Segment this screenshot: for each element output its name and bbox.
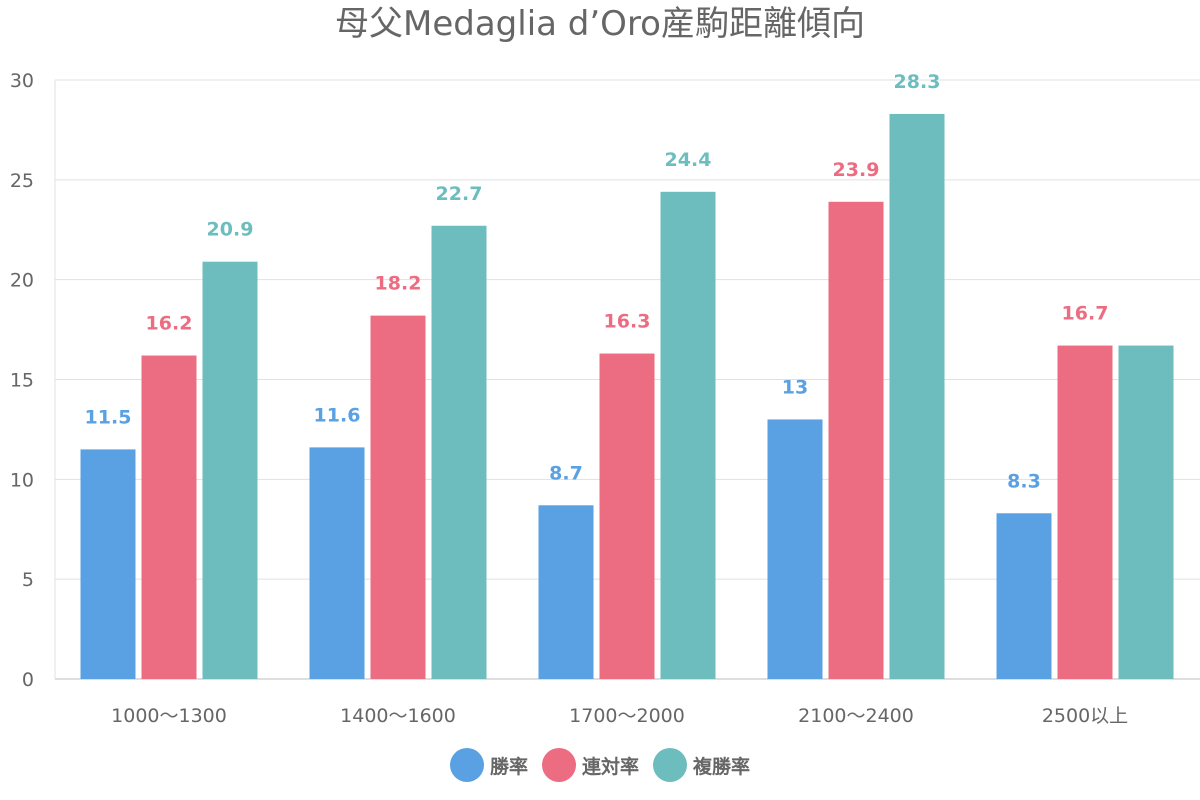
legend-item[interactable]: 勝率 bbox=[449, 748, 528, 782]
legend-label: 連対率 bbox=[581, 755, 639, 778]
data-label: 11.6 bbox=[314, 404, 361, 426]
bar bbox=[1057, 345, 1113, 679]
data-label: 18.2 bbox=[375, 273, 422, 295]
legend-item[interactable]: 連対率 bbox=[541, 748, 639, 782]
x-tick-label: 1000〜1300 bbox=[111, 705, 227, 727]
bar bbox=[660, 191, 716, 679]
data-label: 13 bbox=[782, 376, 808, 398]
data-label: 8.7 bbox=[549, 462, 583, 484]
data-label: 11.5 bbox=[85, 406, 132, 428]
bar bbox=[80, 449, 136, 679]
data-label: 23.9 bbox=[833, 159, 880, 181]
bar bbox=[202, 261, 258, 679]
bar bbox=[538, 505, 594, 679]
y-tick-label: 20 bbox=[10, 270, 34, 292]
legend-label: 複勝率 bbox=[693, 755, 751, 778]
legend-item[interactable]: 複勝率 bbox=[653, 748, 750, 782]
bar bbox=[431, 225, 487, 680]
legend-swatch bbox=[653, 748, 687, 782]
data-label: 20.9 bbox=[207, 219, 254, 241]
bar bbox=[141, 355, 197, 679]
data-label: 28.3 bbox=[894, 71, 941, 93]
y-tick-label: 0 bbox=[22, 669, 34, 691]
x-tick-label: 2100〜2400 bbox=[798, 705, 914, 727]
legend-swatch bbox=[449, 748, 484, 782]
y-tick-label: 25 bbox=[10, 170, 34, 192]
bar bbox=[889, 113, 945, 679]
x-tick-label: 2500以上 bbox=[1042, 705, 1128, 727]
x-tick-label: 1400〜1600 bbox=[340, 705, 456, 727]
legend: 勝率 連対率 複勝率 bbox=[0, 748, 1200, 782]
bar bbox=[1118, 345, 1174, 679]
bar bbox=[828, 201, 884, 679]
bar bbox=[599, 353, 655, 679]
bar bbox=[767, 419, 823, 679]
data-label: 16.7 bbox=[1062, 303, 1109, 325]
chart-title: 母父Medaglia d’Oro産駒距離傾向 bbox=[335, 4, 865, 44]
data-label: 22.7 bbox=[436, 183, 483, 205]
y-tick-label: 10 bbox=[10, 469, 34, 491]
data-label: 24.4 bbox=[665, 149, 712, 171]
data-label: 16.2 bbox=[146, 313, 193, 335]
legend-swatch bbox=[541, 748, 576, 782]
y-tick-label: 30 bbox=[10, 70, 34, 92]
bar bbox=[309, 447, 365, 679]
bar bbox=[370, 315, 426, 679]
data-label: 16.3 bbox=[604, 311, 651, 333]
legend-label: 勝率 bbox=[489, 755, 528, 778]
data-label: 8.3 bbox=[1007, 470, 1041, 492]
x-tick-label: 1700〜2000 bbox=[569, 705, 685, 727]
y-tick-label: 5 bbox=[22, 569, 34, 591]
bar bbox=[996, 513, 1052, 679]
y-tick-label: 15 bbox=[10, 370, 34, 392]
